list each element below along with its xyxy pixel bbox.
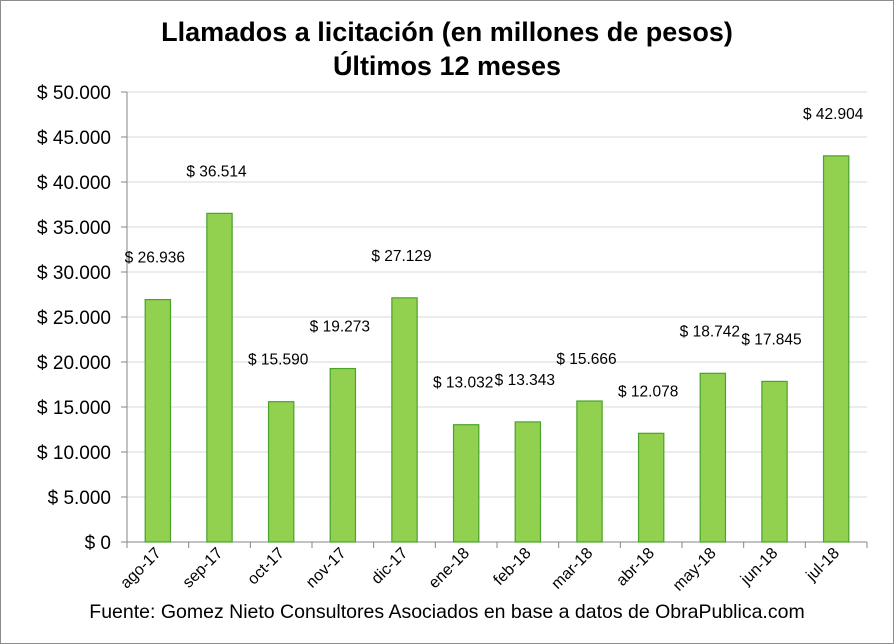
x-tick-label: may-18 xyxy=(670,545,720,595)
data-label: $ 13.032 xyxy=(433,375,493,392)
x-tick-label: abr-18 xyxy=(613,545,658,590)
x-tick-label: jul-18 xyxy=(803,545,843,585)
chart-subtitle-line: Últimos 12 meses xyxy=(332,51,562,81)
bar xyxy=(329,367,357,543)
bar xyxy=(144,298,172,543)
bar xyxy=(699,372,727,543)
data-label: $ 12.078 xyxy=(618,383,678,400)
chart-title: Llamados a licitación (en millones de pe… xyxy=(1,15,893,83)
data-label: $ 42.904 xyxy=(803,106,864,123)
x-tick-label: dic-17 xyxy=(368,545,411,588)
data-label: $ 27.129 xyxy=(371,248,431,265)
bar xyxy=(637,432,665,543)
x-tick-label: sep-17 xyxy=(180,545,227,592)
y-tick-label: $ 50.000 xyxy=(37,83,111,104)
x-tick-label: ene-18 xyxy=(426,545,473,592)
data-label: $ 19.273 xyxy=(310,319,370,336)
y-tick-label: $ 5.000 xyxy=(48,488,111,509)
bar xyxy=(452,424,480,543)
y-tick-label: $ 45.000 xyxy=(37,128,111,149)
y-tick-label: $ 10.000 xyxy=(37,443,111,464)
x-tick-label: mar-18 xyxy=(548,545,596,593)
y-tick-label: $ 20.000 xyxy=(37,353,111,374)
chart-title-line: Llamados a licitación (en millones de pe… xyxy=(161,17,733,47)
source-note: Fuente: Gomez Nieto Consultores Asociado… xyxy=(89,601,805,623)
y-tick-label: $ 0 xyxy=(85,533,111,554)
x-tick-label: nov-17 xyxy=(303,545,350,592)
bar xyxy=(514,421,542,543)
data-label: $ 26.936 xyxy=(125,250,185,267)
y-tick-label: $ 30.000 xyxy=(37,263,111,284)
bar xyxy=(391,297,418,543)
bar xyxy=(576,400,603,543)
data-label: $ 36.514 xyxy=(186,163,247,180)
data-label: $ 15.590 xyxy=(248,352,309,369)
x-tick-label: oct-17 xyxy=(245,545,289,589)
bar xyxy=(761,380,788,543)
y-tick-label: $ 25.000 xyxy=(37,308,111,329)
x-tick-label: jun-18 xyxy=(737,545,781,589)
y-tick-label: $ 35.000 xyxy=(37,218,111,239)
data-label: $ 15.666 xyxy=(556,351,616,368)
y-tick-label: $ 15.000 xyxy=(37,398,111,419)
x-tick-label: ago-17 xyxy=(117,545,164,592)
x-tick-label: feb-18 xyxy=(491,545,535,589)
data-label: $ 17.845 xyxy=(741,331,801,348)
bar xyxy=(822,155,850,543)
bar xyxy=(206,212,233,543)
data-label: $ 13.343 xyxy=(495,372,555,389)
data-label: $ 18.742 xyxy=(680,323,740,340)
y-tick-label: $ 40.000 xyxy=(37,173,111,194)
bar xyxy=(267,401,295,543)
